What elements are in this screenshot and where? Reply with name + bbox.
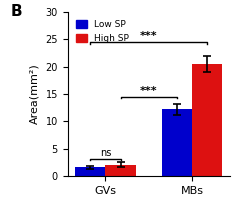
Bar bbox=[75, 167, 105, 176]
Y-axis label: Area(mm²): Area(mm²) bbox=[30, 64, 40, 124]
Text: ***: *** bbox=[140, 86, 157, 96]
Text: B: B bbox=[11, 4, 22, 19]
Bar bbox=[105, 165, 136, 176]
Legend: Low SP, High SP: Low SP, High SP bbox=[72, 16, 132, 46]
Bar bbox=[192, 64, 223, 176]
Text: ns: ns bbox=[100, 148, 111, 158]
Text: ***: *** bbox=[140, 31, 157, 41]
Bar bbox=[162, 109, 192, 176]
